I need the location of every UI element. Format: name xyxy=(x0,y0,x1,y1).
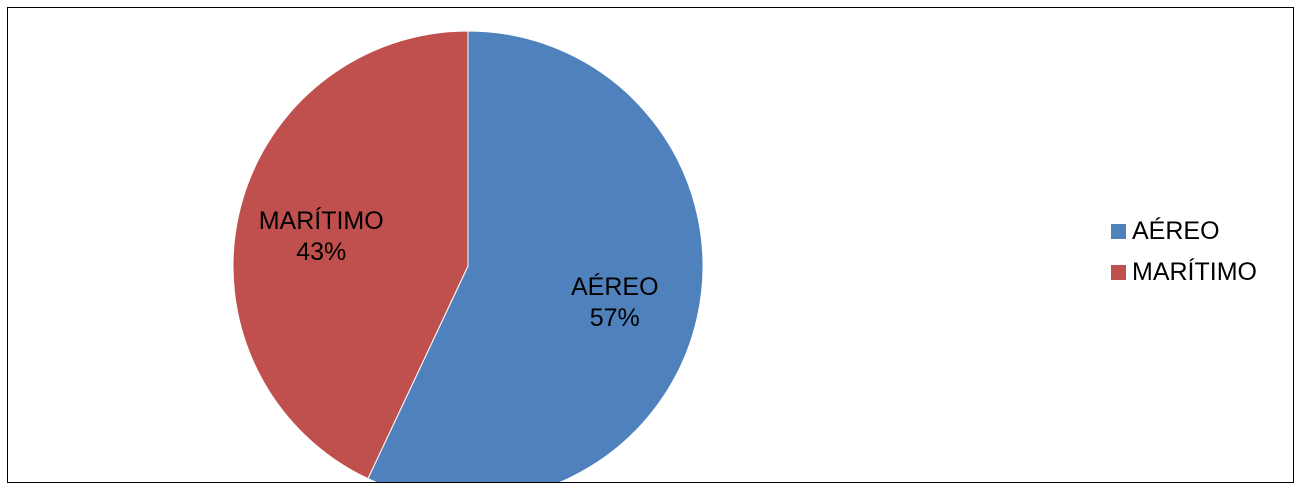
legend: AÉREO MARÍTIMO xyxy=(1111,216,1257,298)
legend-item-maritimo: MARÍTIMO xyxy=(1111,257,1257,287)
pie-slice-aereo xyxy=(367,30,704,482)
legend-swatch-aereo xyxy=(1111,223,1126,239)
pie-slices xyxy=(232,30,704,482)
chart-frame: AÉREO 57% MARÍTIMO 43% AÉREO MARÍTIMO xyxy=(7,7,1294,483)
pie-labels: AÉREO 57% MARÍTIMO 43% xyxy=(259,206,659,332)
legend-label-aereo: AÉREO xyxy=(1132,216,1220,245)
slice-label-maritimo: MARÍTIMO xyxy=(259,206,384,235)
slice-percent-maritimo: 43% xyxy=(296,238,346,266)
legend-label-maritimo: MARÍTIMO xyxy=(1132,257,1257,286)
slice-label-aereo: AÉREO xyxy=(571,272,659,301)
pie-chart: AÉREO 57% MARÍTIMO 43% xyxy=(232,30,704,482)
legend-swatch-maritimo xyxy=(1111,264,1126,280)
pie-slice-maritimo xyxy=(232,30,469,480)
legend-item-aereo: AÉREO xyxy=(1111,216,1257,246)
slice-percent-aereo: 57% xyxy=(590,304,640,332)
